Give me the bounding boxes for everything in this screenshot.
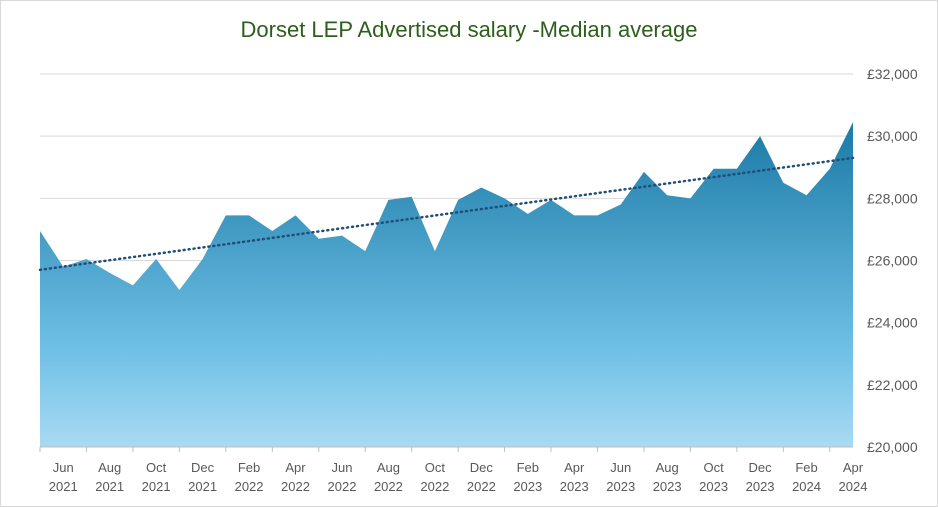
x-tick-month: Feb: [795, 460, 817, 475]
x-tick-year: 2023: [513, 479, 542, 494]
x-tick-year: 2022: [281, 479, 310, 494]
x-tick-month: Dec: [191, 460, 215, 475]
x-tick-month: Jun: [610, 460, 631, 475]
y-tick-label: £30,000: [867, 128, 918, 144]
x-tick-month: Oct: [425, 460, 446, 475]
trendline: [38, 156, 855, 272]
x-tick-month: Apr: [843, 460, 864, 475]
x-tick-year: 2021: [188, 479, 217, 494]
x-tick-year: 2022: [467, 479, 496, 494]
x-tick-year: 2023: [699, 479, 728, 494]
x-tick-month: Jun: [331, 460, 352, 475]
x-tick-year: 2024: [839, 479, 868, 494]
y-tick-label: £32,000: [867, 66, 918, 82]
y-tick-label: £22,000: [867, 377, 918, 393]
x-tick-year: 2021: [95, 479, 124, 494]
x-tick-year: 2022: [420, 479, 449, 494]
x-tick-year: 2022: [328, 479, 357, 494]
x-tick-month: Jun: [53, 460, 74, 475]
x-tick-year: 2024: [792, 479, 821, 494]
x-tick-month: Oct: [704, 460, 725, 475]
x-tick-month: Aug: [656, 460, 679, 475]
y-tick-label: £24,000: [867, 315, 918, 331]
x-tick-month: Aug: [377, 460, 400, 475]
x-tick-year: 2023: [560, 479, 589, 494]
x-tick-month: Apr: [285, 460, 306, 475]
y-tick-label: £20,000: [867, 439, 918, 455]
x-tick-month: Dec: [470, 460, 494, 475]
y-tick-label: £26,000: [867, 253, 918, 269]
x-tick-month: Feb: [238, 460, 260, 475]
x-tick-year: 2023: [746, 479, 775, 494]
x-tick-month: Dec: [749, 460, 773, 475]
x-tick-month: Oct: [146, 460, 167, 475]
x-tick-year: 2021: [142, 479, 171, 494]
y-tick-label: £28,000: [867, 190, 918, 206]
chart-title: Dorset LEP Advertised salary -Median ave…: [240, 17, 698, 42]
x-tick-year: 2023: [653, 479, 682, 494]
x-tick-year: 2022: [374, 479, 403, 494]
series-area: [40, 122, 853, 448]
x-tick-month: Feb: [517, 460, 539, 475]
x-tick-month: Apr: [564, 460, 585, 475]
x-tick-month: Aug: [98, 460, 121, 475]
x-tick-year: 2023: [606, 479, 635, 494]
x-tick-year: 2022: [235, 479, 264, 494]
x-tick-year: 2021: [49, 479, 78, 494]
